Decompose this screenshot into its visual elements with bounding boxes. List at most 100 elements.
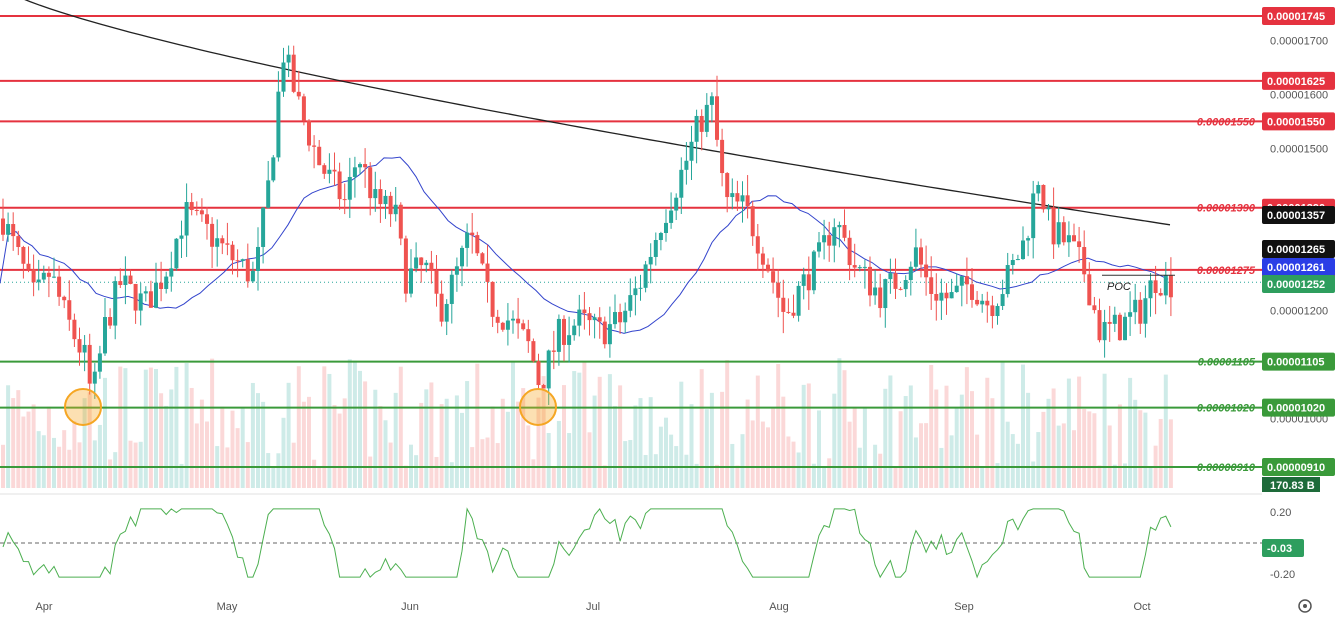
candle-body bbox=[490, 281, 495, 317]
volume-bar bbox=[113, 452, 118, 488]
volume-bar bbox=[500, 398, 505, 488]
candle-body bbox=[174, 238, 179, 269]
candle-body bbox=[1005, 265, 1010, 295]
volume-bar bbox=[108, 459, 113, 488]
volume-bar bbox=[1051, 388, 1056, 488]
volume-bar bbox=[755, 375, 760, 488]
volume-bar bbox=[1102, 373, 1107, 488]
volume-bar bbox=[959, 394, 964, 488]
volume-bar bbox=[97, 424, 102, 488]
candle-body bbox=[444, 303, 449, 322]
volume-bar bbox=[597, 376, 602, 488]
candle-body bbox=[582, 309, 587, 314]
volume-bar bbox=[643, 454, 648, 488]
candle-body bbox=[113, 281, 118, 326]
candle-body bbox=[419, 257, 424, 266]
level-inline-label: 0.00001020 bbox=[1197, 403, 1256, 415]
candle-body bbox=[250, 270, 255, 282]
candle-body bbox=[1010, 259, 1015, 266]
candle-body bbox=[103, 317, 107, 354]
settings-gear-icon[interactable] bbox=[1298, 599, 1312, 613]
candle-body bbox=[526, 329, 531, 342]
volume-bar bbox=[82, 398, 87, 488]
volume-bar bbox=[878, 453, 883, 488]
volume-bar bbox=[490, 406, 495, 488]
volume-bar bbox=[373, 389, 378, 488]
candle-body bbox=[771, 271, 776, 283]
candle-body bbox=[847, 237, 852, 266]
volume-bar bbox=[975, 434, 980, 488]
candle-body bbox=[256, 246, 260, 271]
volume-bar bbox=[832, 393, 837, 488]
candle-body bbox=[123, 275, 128, 286]
oscillator-axis-tick: 0.20 bbox=[1270, 507, 1291, 519]
candle-body bbox=[378, 189, 383, 205]
candle-body bbox=[709, 96, 714, 105]
volume-bar bbox=[995, 463, 1000, 488]
volume-bar bbox=[103, 377, 107, 488]
volume-bar bbox=[796, 452, 801, 488]
volume-bar bbox=[893, 467, 898, 488]
candle-body bbox=[1082, 247, 1087, 275]
volume-bar bbox=[281, 417, 286, 488]
x-axis-label: Sep bbox=[954, 601, 974, 613]
candle-body bbox=[449, 274, 454, 304]
volume-bar bbox=[383, 420, 388, 488]
candle-body bbox=[674, 197, 679, 211]
candle-body bbox=[613, 312, 617, 325]
candle-body bbox=[949, 292, 954, 299]
x-axis-label: Oct bbox=[1133, 601, 1150, 613]
candle-body bbox=[592, 317, 597, 321]
candle-body bbox=[1138, 299, 1143, 324]
candle-body bbox=[271, 157, 276, 181]
volume-bar bbox=[21, 416, 26, 488]
candle-body bbox=[500, 322, 505, 330]
candle-body bbox=[633, 288, 638, 296]
volume-bar bbox=[1066, 378, 1071, 488]
volume-bar bbox=[393, 392, 398, 488]
candle-body bbox=[148, 291, 153, 308]
candle-body bbox=[470, 232, 475, 236]
volume-bar bbox=[1021, 364, 1025, 488]
candle-body bbox=[1031, 193, 1036, 239]
candle-body bbox=[786, 311, 791, 313]
volume-bar bbox=[980, 466, 985, 488]
candle-body bbox=[511, 318, 515, 321]
candle-body bbox=[720, 139, 725, 174]
candle-body bbox=[832, 227, 837, 246]
volume-bar bbox=[521, 388, 526, 488]
volume-bar bbox=[908, 385, 913, 488]
volume-bar bbox=[613, 406, 617, 488]
price-tag-text: 0.00001550 bbox=[1267, 116, 1325, 128]
candle-body bbox=[740, 195, 745, 202]
candle-body bbox=[169, 268, 174, 277]
price-tag-box bbox=[1262, 398, 1335, 417]
candle-body bbox=[21, 247, 26, 264]
candle-body bbox=[31, 269, 36, 283]
level-inline-label: 0.00000910 bbox=[1197, 462, 1256, 474]
volume-bar bbox=[1082, 408, 1087, 488]
candle-body bbox=[41, 272, 46, 280]
candle-body bbox=[638, 287, 643, 289]
volume-bar bbox=[148, 367, 153, 488]
volume-bar bbox=[964, 367, 969, 488]
volume-bar bbox=[444, 398, 449, 488]
volume-bar bbox=[750, 420, 755, 488]
candle-body bbox=[133, 283, 138, 311]
volume-bar bbox=[460, 412, 464, 488]
volume-bar bbox=[87, 392, 92, 488]
level-inline-label: 0.00001550 bbox=[1197, 116, 1256, 128]
volume-bar bbox=[551, 466, 556, 488]
candle-body bbox=[388, 195, 393, 215]
volume-bar bbox=[689, 404, 694, 488]
volume-bar bbox=[556, 420, 561, 488]
candle-body bbox=[1153, 280, 1158, 294]
candle-body bbox=[597, 317, 602, 322]
volume-bar bbox=[250, 382, 255, 488]
volume-bar bbox=[342, 398, 347, 488]
candle-body bbox=[577, 309, 582, 326]
volume-bar bbox=[1107, 425, 1112, 488]
volume-bar bbox=[862, 408, 867, 488]
volume-bar bbox=[577, 372, 582, 488]
